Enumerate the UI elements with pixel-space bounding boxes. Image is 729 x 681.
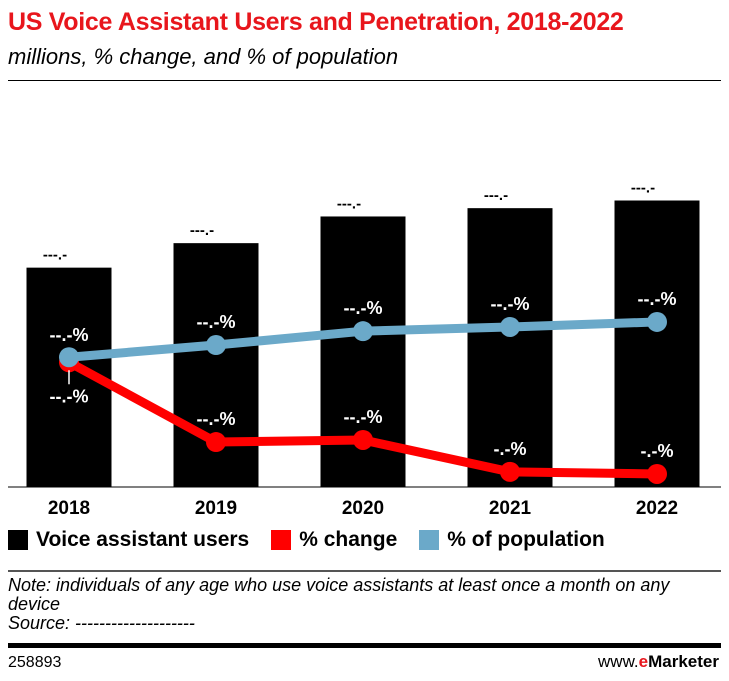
chart-id: 258893 — [8, 654, 62, 671]
population-point — [353, 321, 373, 342]
x-tick-label: 2022 — [636, 498, 678, 519]
bar-label: ---.- — [190, 222, 214, 239]
chart-plot: ---.- 2018 ---.- 2019 ---.- 2020 ---.- 2021 ---.… — [8, 180, 721, 519]
brand-logo: www.eMarketer — [598, 652, 719, 671]
chart-title: US Voice Assistant Users and Penetration… — [8, 8, 624, 36]
bar-label: ---.- — [43, 247, 67, 264]
change-label: --.-% — [197, 409, 236, 429]
note-text: Note: individuals of any age who use voi… — [8, 575, 670, 614]
population-label: --.-% — [491, 294, 530, 314]
note-rule — [8, 570, 721, 572]
population-point — [206, 335, 226, 356]
population-point — [647, 311, 667, 332]
x-tick-label: 2020 — [342, 498, 384, 519]
bar — [467, 208, 553, 487]
population-label: --.-% — [197, 312, 236, 332]
bar — [614, 200, 700, 488]
change-label: --.-% — [344, 407, 383, 427]
source-text: Source: -------------------- — [8, 613, 195, 633]
population-point — [59, 347, 79, 368]
population-label: --.-% — [344, 298, 383, 318]
population-point — [500, 316, 520, 337]
change-label: -.-% — [641, 441, 674, 461]
change-label: --.-% — [50, 386, 89, 406]
legend-item-population: % of population — [419, 528, 605, 552]
legend-item-change: % change — [271, 528, 397, 552]
legend-label: % of population — [447, 528, 605, 551]
bar-label: ---.- — [484, 187, 508, 204]
legend-label: % change — [299, 528, 398, 551]
legend-item-users: Voice assistant users — [8, 528, 249, 552]
legend-label: Voice assistant users — [36, 528, 250, 551]
x-tick-label: 2019 — [195, 498, 237, 519]
bar-label: ---.- — [337, 195, 361, 212]
x-tick-label: 2021 — [489, 498, 532, 519]
change-point — [647, 463, 667, 484]
change-label: -.-% — [494, 439, 527, 459]
change-point — [500, 461, 520, 482]
change-point — [353, 429, 373, 450]
change-point — [206, 432, 226, 453]
top-rule — [8, 80, 721, 81]
legend: Voice assistant users % change % of popu… — [8, 528, 605, 552]
population-label: --.-% — [638, 289, 677, 309]
population-label: --.-% — [50, 325, 89, 345]
bar-label: ---.- — [631, 180, 655, 197]
x-tick-label: 2018 — [48, 498, 90, 519]
chart-subtitle: millions, % change, and % of population — [8, 44, 399, 69]
footer-rule — [8, 643, 721, 648]
note: Note: individuals of any age who use voi… — [8, 576, 708, 633]
